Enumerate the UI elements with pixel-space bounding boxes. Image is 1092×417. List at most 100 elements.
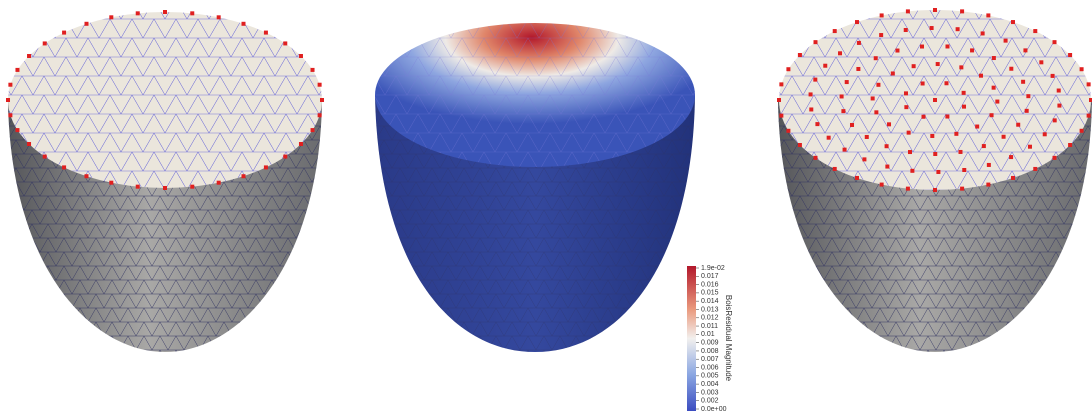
node-marker [970, 48, 974, 52]
node-marker [1087, 82, 1091, 86]
node-marker [15, 68, 19, 72]
node-marker [958, 150, 962, 154]
node-marker [242, 174, 246, 178]
node-marker [962, 168, 966, 172]
node-marker [990, 113, 994, 117]
node-marker [956, 27, 960, 31]
node-marker [904, 105, 908, 109]
mesh-left [6, 10, 324, 352]
node-marker [986, 13, 990, 17]
node-marker [15, 128, 19, 132]
node-marker [1023, 48, 1027, 52]
node-marker [217, 15, 221, 19]
colorbar: BoisResidual Magnitude 1.9e-020.0170.016… [687, 265, 733, 413]
colorbar-scale [687, 266, 696, 411]
colorbar-label: 1.9e-02 [701, 265, 725, 272]
node-marker [823, 64, 827, 68]
node-marker [906, 9, 910, 13]
node-marker [838, 51, 842, 55]
node-marker [921, 81, 925, 85]
node-marker [845, 80, 849, 84]
node-marker [1033, 167, 1037, 171]
node-marker [907, 131, 911, 135]
node-marker [1053, 118, 1057, 122]
node-marker [190, 185, 194, 189]
node-marker [777, 98, 781, 102]
node-marker [27, 142, 31, 146]
node-marker [992, 56, 996, 60]
node-marker [912, 64, 916, 68]
node-marker [809, 107, 813, 111]
colorbar-title: BoisResidual Magnitude [724, 295, 733, 382]
node-marker [945, 115, 949, 119]
node-marker [798, 143, 802, 147]
node-marker [843, 148, 847, 152]
node-marker [833, 167, 837, 171]
node-marker [163, 186, 167, 190]
colorbar-label: 0.01 [701, 331, 715, 338]
node-marker [945, 44, 949, 48]
node-marker [960, 9, 964, 13]
colorbar-label: 0.007 [701, 356, 719, 363]
node-marker [885, 165, 889, 169]
node-marker [880, 183, 884, 187]
node-marker [1080, 67, 1084, 71]
node-marker [908, 150, 912, 154]
node-marker [217, 181, 221, 185]
node-marker [906, 187, 910, 191]
node-marker [959, 65, 963, 69]
node-marker [987, 163, 991, 167]
node-marker [936, 62, 940, 66]
node-marker [930, 26, 934, 30]
node-marker [779, 82, 783, 86]
node-marker [43, 41, 47, 45]
node-marker [954, 132, 958, 136]
node-marker [874, 110, 878, 114]
node-marker [163, 10, 167, 14]
node-marker [995, 100, 999, 104]
node-marker [1057, 104, 1061, 108]
colorbar-label: 0.002 [701, 398, 719, 405]
node-marker [779, 114, 783, 118]
node-marker [1068, 53, 1072, 57]
node-marker [962, 91, 966, 95]
node-marker [1051, 74, 1055, 78]
node-marker [1011, 176, 1015, 180]
colorbar-label: 0.011 [701, 323, 718, 330]
node-marker [962, 105, 966, 109]
node-marker [1004, 39, 1008, 43]
node-marker [62, 31, 66, 35]
node-marker [827, 136, 831, 140]
node-marker [109, 181, 113, 185]
node-marker [944, 81, 948, 85]
colorbar-label: 0.004 [701, 381, 719, 388]
node-marker [1053, 156, 1057, 160]
node-marker [283, 155, 287, 159]
node-marker [979, 74, 983, 78]
node-marker [1011, 20, 1015, 24]
node-marker [895, 49, 899, 53]
node-marker [986, 183, 990, 187]
colorbar-label: 0.015 [701, 290, 719, 297]
node-marker [1053, 40, 1057, 44]
node-marker [1009, 67, 1013, 71]
colorbar-label: 0.008 [701, 348, 719, 355]
node-marker [857, 41, 861, 45]
node-marker [880, 13, 884, 17]
node-marker [311, 128, 315, 132]
node-marker [1087, 114, 1091, 118]
node-marker [264, 165, 268, 169]
node-marker [786, 67, 790, 71]
node-marker [299, 54, 303, 58]
colorbar-label: 0.014 [701, 298, 719, 305]
node-marker [62, 165, 66, 169]
node-marker [318, 113, 322, 117]
node-marker [841, 109, 845, 113]
node-marker [930, 134, 934, 138]
node-marker [299, 142, 303, 146]
node-marker [85, 174, 89, 178]
node-marker [910, 169, 914, 173]
node-marker [879, 33, 883, 37]
node-marker [904, 91, 908, 95]
node-marker [311, 68, 315, 72]
